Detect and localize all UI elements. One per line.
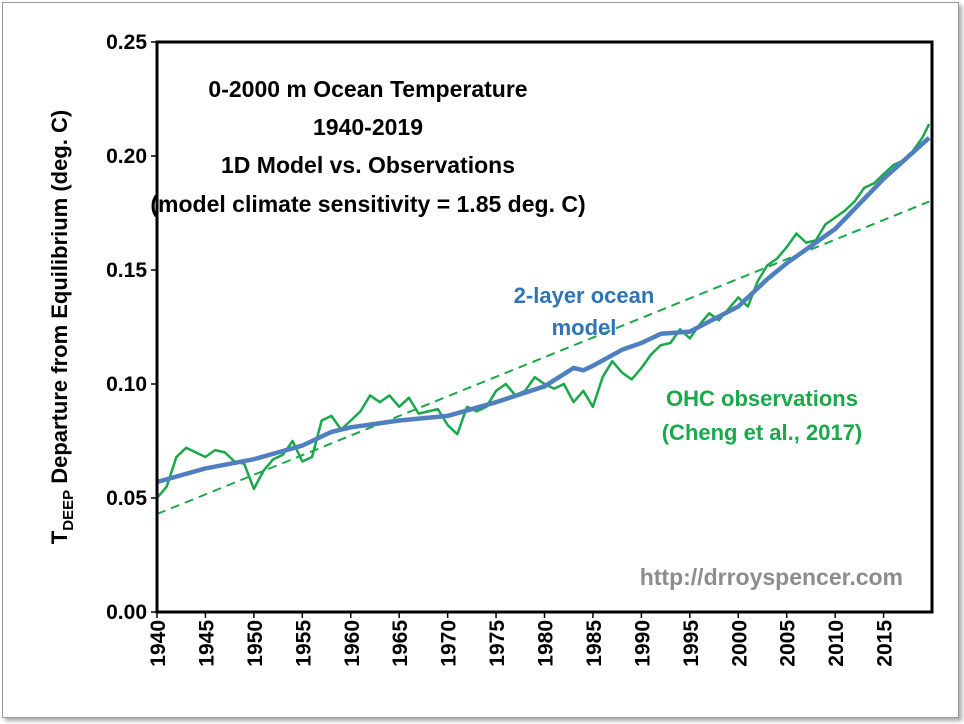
x-tick-label: 1975 xyxy=(486,620,509,667)
model-label-line-1: 2-layer ocean xyxy=(514,283,655,308)
x-tick-label: 1950 xyxy=(244,620,267,667)
x-tick-label: 2005 xyxy=(777,620,800,667)
y-axis-label: TDEEP Departure from Equilibrium (deg. C… xyxy=(47,110,77,544)
title-line-1: 0-2000 m Ocean Temperature xyxy=(208,76,527,102)
series-line-model xyxy=(156,136,931,485)
y-tick-label: 0.05 xyxy=(106,487,147,510)
x-tick-label: 1945 xyxy=(195,620,218,667)
y-tick-label: 0.10 xyxy=(106,373,147,396)
y-axis-label-main: T xyxy=(47,530,72,544)
model-label-line-2: model xyxy=(552,315,617,340)
x-tick-label: 2010 xyxy=(825,620,848,667)
chart-title: 0-2000 m Ocean Temperature 1940-2019 1D … xyxy=(150,76,585,217)
title-line-4: (model climate sensitivity = 1.85 deg. C… xyxy=(150,191,585,217)
x-tick-label: 1955 xyxy=(292,620,315,667)
x-tick-label: 1995 xyxy=(680,620,703,667)
x-tick-label: 2000 xyxy=(728,620,751,667)
x-tick-label: 2015 xyxy=(874,620,897,667)
y-axis-label-subscript: DEEP xyxy=(60,490,77,531)
x-tick-label: 1990 xyxy=(631,620,654,667)
x-tick-label: 1960 xyxy=(341,620,364,667)
x-tick-label: 1940 xyxy=(147,620,170,667)
y-tick-label: 0.20 xyxy=(106,145,147,168)
x-tick-label: 1970 xyxy=(438,620,461,667)
y-tick-label: 0.00 xyxy=(106,601,147,624)
title-line-2: 1940-2019 xyxy=(313,114,423,140)
obs-label-line-2: (Cheng et al., 2017) xyxy=(662,420,863,445)
series-line-trend xyxy=(156,200,930,515)
x-tick-label: 1965 xyxy=(389,620,412,667)
y-tick-label: 0.15 xyxy=(106,259,147,282)
obs-label-line-1: OHC observations xyxy=(666,386,858,411)
x-tick-label: 1980 xyxy=(535,620,558,667)
watermark: http://drroyspencer.com xyxy=(640,564,903,590)
x-tick-label: 1985 xyxy=(583,620,606,667)
y-tick-label: 0.25 xyxy=(106,31,147,54)
y-axis-label-rest: Departure from Equilibrium (deg. C) xyxy=(47,110,72,490)
plot-area-border xyxy=(155,40,934,614)
title-line-3: 1D Model vs. Observations xyxy=(221,152,515,178)
